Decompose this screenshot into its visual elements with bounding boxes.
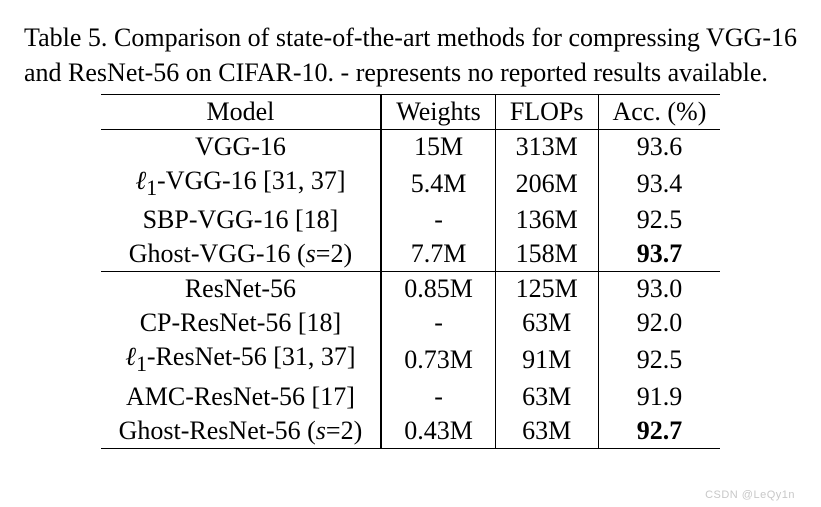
table-cell: 63M bbox=[495, 380, 598, 414]
table-row: Ghost-VGG-16 (s=2)7.7M158M93.7 bbox=[101, 237, 721, 272]
table-cell: 15M bbox=[381, 130, 495, 165]
table-cell: 91.9 bbox=[598, 380, 720, 414]
table-cell: 92.5 bbox=[598, 340, 720, 379]
table-cell: ResNet-56 bbox=[101, 272, 382, 307]
table-cell: 93.4 bbox=[598, 164, 720, 203]
comparison-table: Model Weights FLOPs Acc. (%) VGG-1615M31… bbox=[101, 94, 721, 448]
table-cell: 5.4M bbox=[381, 164, 495, 203]
table-cell: 92.5 bbox=[598, 203, 720, 237]
table-row: AMC-ResNet-56 [17]-63M91.9 bbox=[101, 380, 721, 414]
table-cell: 63M bbox=[495, 414, 598, 449]
table-cell: Ghost-ResNet-56 (s=2) bbox=[101, 414, 382, 449]
table-cell: ℓ1-VGG-16 [31, 37] bbox=[101, 164, 382, 203]
table-row: ℓ1-ResNet-56 [31, 37]0.73M91M92.5 bbox=[101, 340, 721, 379]
table-caption: Table 5. Comparison of state-of-the-art … bbox=[24, 20, 797, 90]
table-row: VGG-1615M313M93.6 bbox=[101, 130, 721, 165]
col-acc: Acc. (%) bbox=[598, 95, 720, 130]
table-cell: 93.0 bbox=[598, 272, 720, 307]
table-header-row: Model Weights FLOPs Acc. (%) bbox=[101, 95, 721, 130]
table-cell: VGG-16 bbox=[101, 130, 382, 165]
table-cell: - bbox=[381, 306, 495, 340]
table-cell: 91M bbox=[495, 340, 598, 379]
col-weights: Weights bbox=[381, 95, 495, 130]
table-row: ℓ1-VGG-16 [31, 37]5.4M206M93.4 bbox=[101, 164, 721, 203]
table-cell: 206M bbox=[495, 164, 598, 203]
table-cell: Ghost-VGG-16 (s=2) bbox=[101, 237, 382, 272]
table-cell: 313M bbox=[495, 130, 598, 165]
table-cell: 125M bbox=[495, 272, 598, 307]
table-cell: SBP-VGG-16 [18] bbox=[101, 203, 382, 237]
table-row: CP-ResNet-56 [18]-63M92.0 bbox=[101, 306, 721, 340]
table-cell: 93.7 bbox=[598, 237, 720, 272]
table-row: Ghost-ResNet-56 (s=2)0.43M63M92.7 bbox=[101, 414, 721, 449]
table-cell: 93.6 bbox=[598, 130, 720, 165]
table-cell: - bbox=[381, 380, 495, 414]
table-cell: CP-ResNet-56 [18] bbox=[101, 306, 382, 340]
table-cell: 92.0 bbox=[598, 306, 720, 340]
table-cell: 7.7M bbox=[381, 237, 495, 272]
table-cell: 0.43M bbox=[381, 414, 495, 449]
col-flops: FLOPs bbox=[495, 95, 598, 130]
table-cell: 63M bbox=[495, 306, 598, 340]
table-cell: - bbox=[381, 203, 495, 237]
table-row: ResNet-560.85M125M93.0 bbox=[101, 272, 721, 307]
col-model: Model bbox=[101, 95, 382, 130]
table-cell: AMC-ResNet-56 [17] bbox=[101, 380, 382, 414]
table-cell: 0.85M bbox=[381, 272, 495, 307]
table-cell: 92.7 bbox=[598, 414, 720, 449]
table-cell: 136M bbox=[495, 203, 598, 237]
table-body: VGG-1615M313M93.6ℓ1-VGG-16 [31, 37]5.4M2… bbox=[101, 130, 721, 448]
table-cell: 158M bbox=[495, 237, 598, 272]
table-cell: ℓ1-ResNet-56 [31, 37] bbox=[101, 340, 382, 379]
table-cell: 0.73M bbox=[381, 340, 495, 379]
watermark: CSDN @LeQy1n bbox=[705, 489, 795, 501]
table-row: SBP-VGG-16 [18]-136M92.5 bbox=[101, 203, 721, 237]
